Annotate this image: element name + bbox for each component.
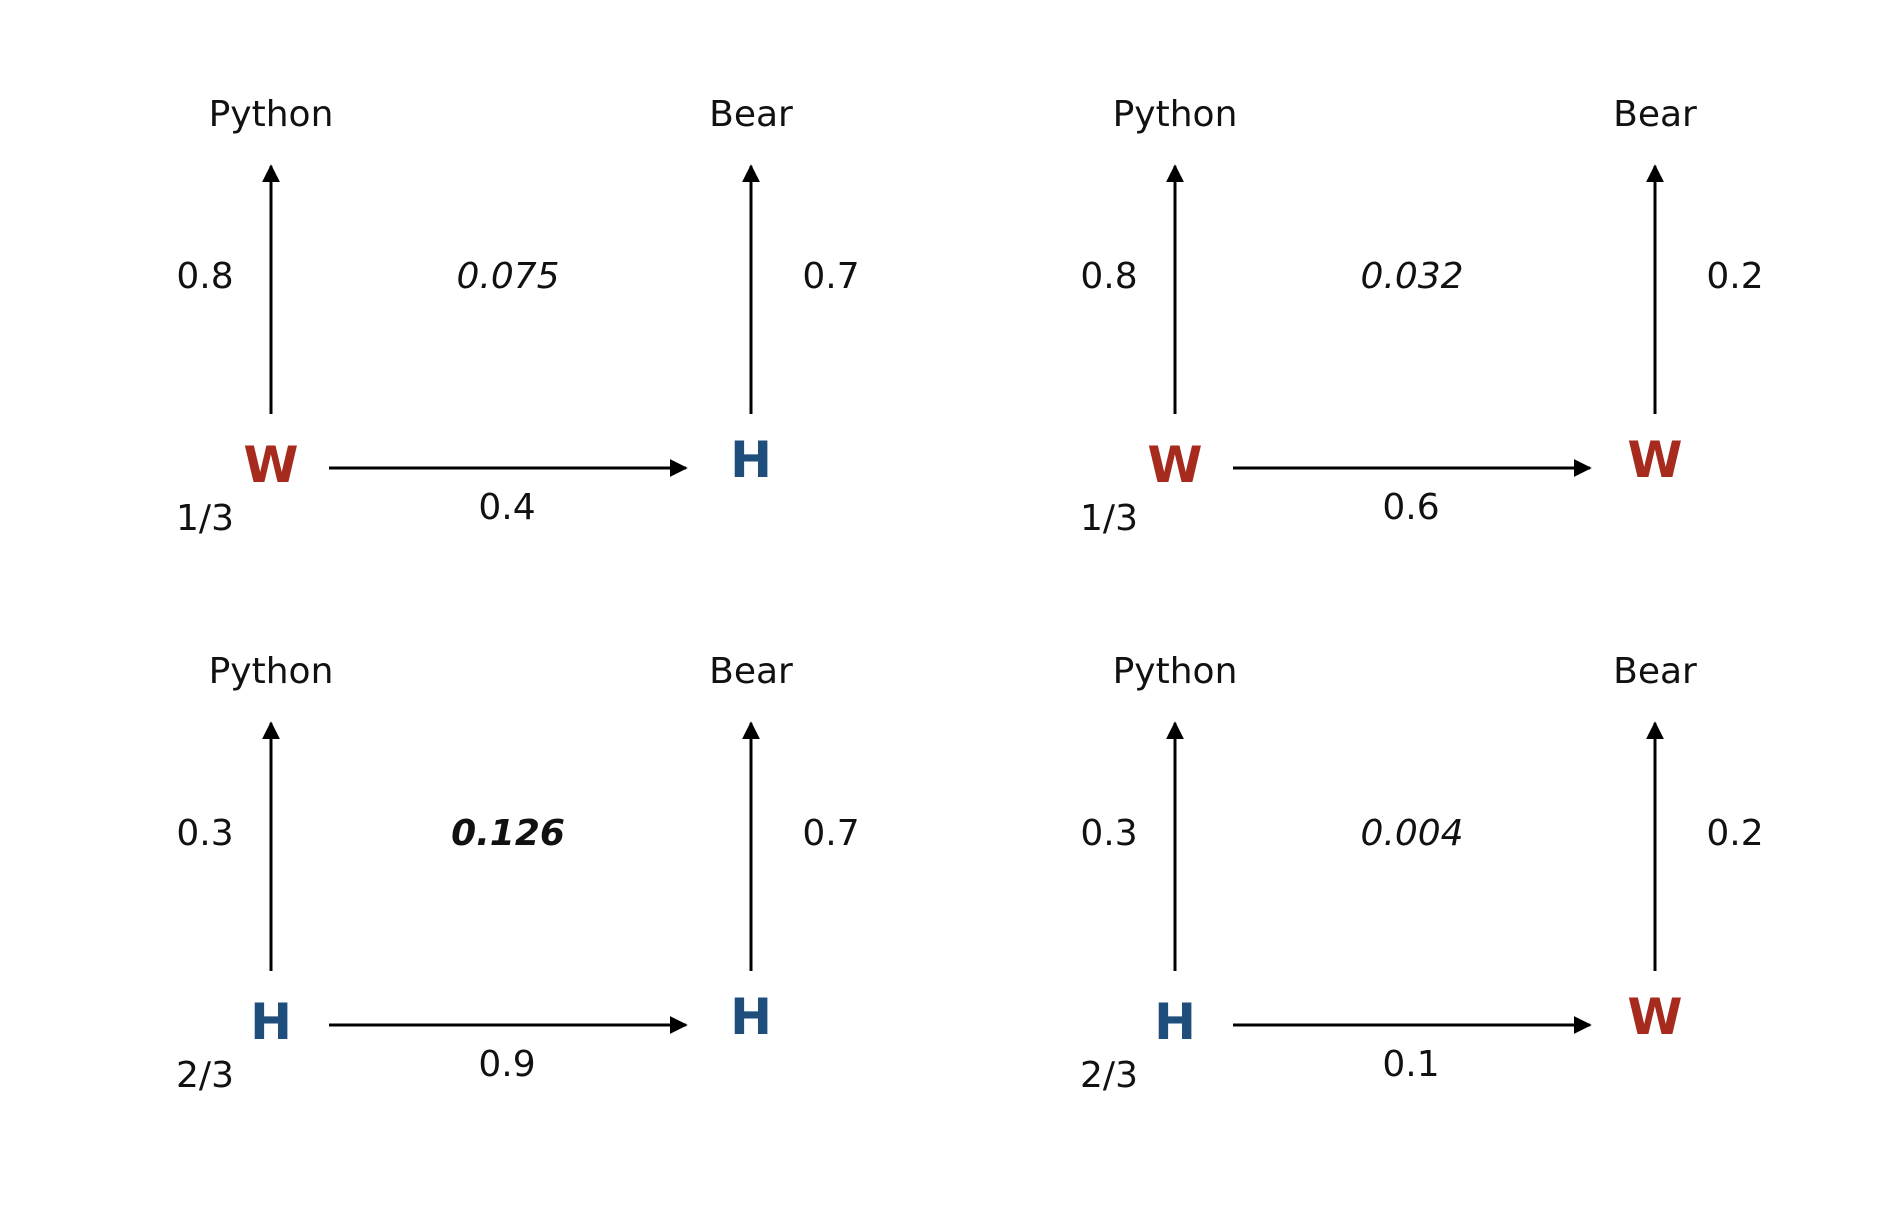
state-start: W xyxy=(1147,436,1202,494)
transition-prob: 0.4 xyxy=(478,487,535,528)
state-end: H xyxy=(730,988,772,1046)
observation-label-right: Bear xyxy=(1613,651,1697,692)
state-start: H xyxy=(1154,993,1196,1051)
observation-label-right: Bear xyxy=(709,651,793,692)
emission-prob-right: 0.2 xyxy=(1706,256,1763,297)
path-panel-1: Python Bear 0.8 0.7 0.075 W H 1/3 0.4 xyxy=(176,94,860,539)
observation-label-left: Python xyxy=(1113,651,1238,692)
path-panel-4: Python Bear 0.3 0.2 0.004 H W 2/3 0.1 xyxy=(1080,651,1764,1096)
transition-prob: 0.1 xyxy=(1382,1044,1439,1085)
emission-prob-left: 0.8 xyxy=(176,256,233,297)
emission-prob-right: 0.2 xyxy=(1706,813,1763,854)
path-panel-3: Python Bear 0.3 0.7 0.126 H H 2/3 0.9 xyxy=(176,651,860,1096)
state-start: H xyxy=(250,993,292,1051)
emission-prob-left: 0.8 xyxy=(1080,256,1137,297)
state-end: H xyxy=(730,431,772,489)
observation-label-left: Python xyxy=(209,94,334,135)
transition-prob: 0.6 xyxy=(1382,487,1439,528)
emission-prob-left: 0.3 xyxy=(176,813,233,854)
observation-label-right: Bear xyxy=(1613,94,1697,135)
emission-prob-right: 0.7 xyxy=(802,256,859,297)
state-start: W xyxy=(243,436,298,494)
initial-prob: 2/3 xyxy=(1080,1055,1138,1096)
path-probability: 0.032 xyxy=(1360,256,1463,297)
observation-label-left: Python xyxy=(1113,94,1238,135)
initial-prob: 1/3 xyxy=(176,498,234,539)
observation-label-left: Python xyxy=(209,651,334,692)
state-end: W xyxy=(1627,988,1682,1046)
initial-prob: 2/3 xyxy=(176,1055,234,1096)
observation-label-right: Bear xyxy=(709,94,793,135)
initial-prob: 1/3 xyxy=(1080,498,1138,539)
path-probability: 0.075 xyxy=(456,256,559,297)
path-probability: 0.126 xyxy=(451,813,565,854)
path-probability: 0.004 xyxy=(1360,813,1463,854)
transition-prob: 0.9 xyxy=(478,1044,535,1085)
state-end: W xyxy=(1627,431,1682,489)
emission-prob-right: 0.7 xyxy=(802,813,859,854)
emission-prob-left: 0.3 xyxy=(1080,813,1137,854)
